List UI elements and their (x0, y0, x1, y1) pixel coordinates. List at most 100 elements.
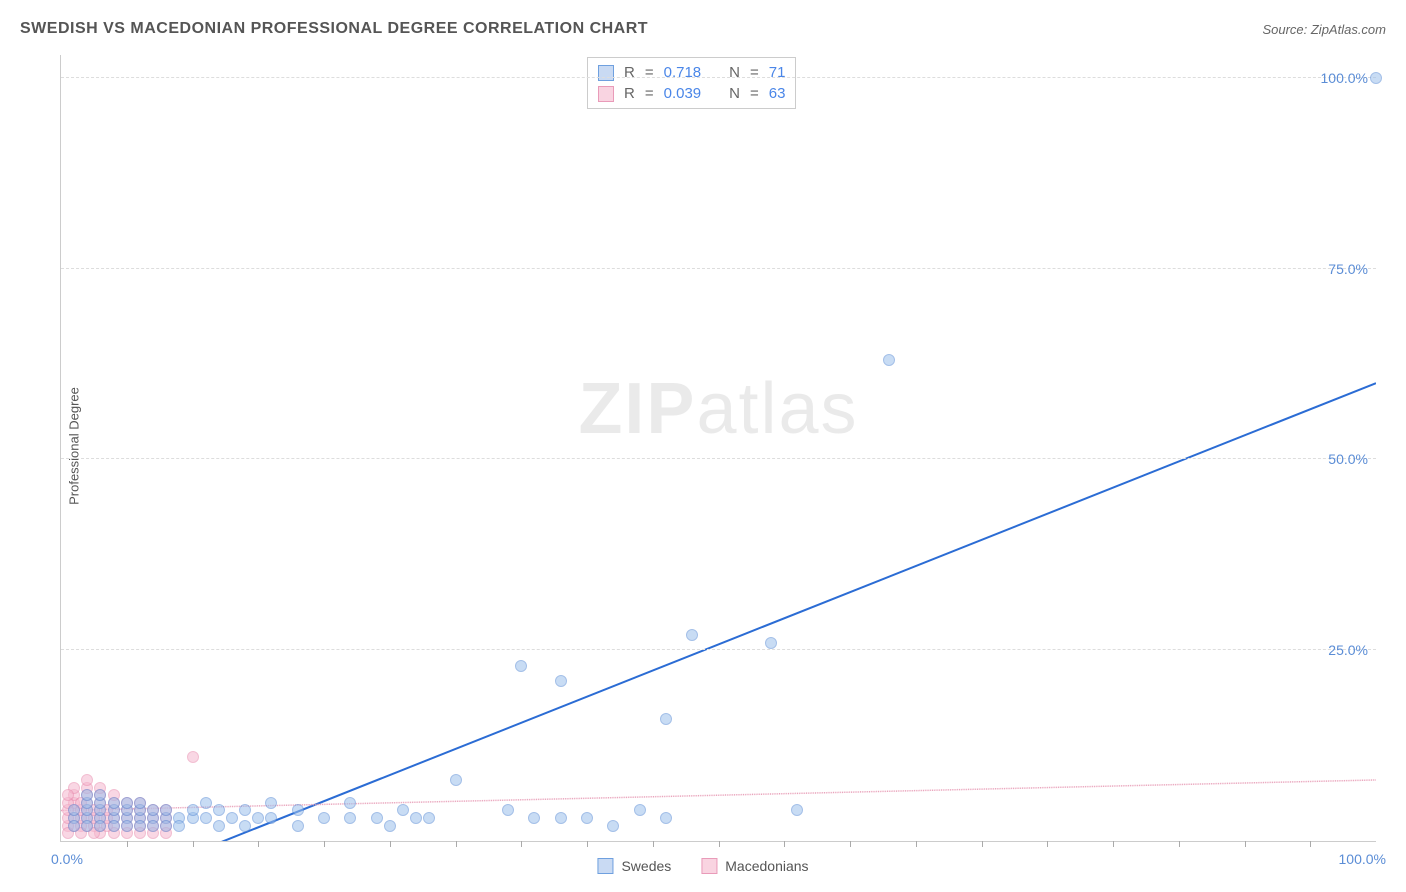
scatter-point (187, 804, 199, 816)
scatter-point (791, 804, 803, 816)
scatter-point (450, 774, 462, 786)
watermark: ZIPatlas (578, 368, 858, 450)
r-value-swedes: 0.718 (664, 64, 702, 81)
x-minor-tick (1047, 841, 1048, 847)
scatter-point (160, 820, 172, 832)
n-label: N (729, 64, 740, 81)
n-value-macedonians: 63 (769, 85, 786, 102)
source-link[interactable]: ZipAtlas.com (1311, 22, 1386, 37)
scatter-point (765, 637, 777, 649)
eq: = (645, 85, 654, 102)
x-tick-label-100: 100.0% (1339, 851, 1386, 867)
stat-row-macedonians: R = 0.039 N = 63 (598, 83, 785, 104)
gridline-h (61, 77, 1376, 78)
scatter-point (200, 797, 212, 809)
chart-title: SWEDISH VS MACEDONIAN PROFESSIONAL DEGRE… (20, 20, 648, 38)
source-attribution: Source: ZipAtlas.com (1262, 22, 1386, 37)
scatter-point (1370, 72, 1382, 84)
scatter-point (292, 820, 304, 832)
scatter-point (252, 812, 264, 824)
y-tick-label: 100.0% (1321, 70, 1368, 86)
y-tick-label: 75.0% (1328, 261, 1368, 277)
legend-label-swedes: Swedes (621, 858, 671, 874)
scatter-point (883, 354, 895, 366)
scatter-point (94, 789, 106, 801)
scatter-point (147, 804, 159, 816)
x-minor-tick (1245, 841, 1246, 847)
r-value-macedonians: 0.039 (664, 85, 702, 102)
x-minor-tick (1179, 841, 1180, 847)
r-label: R (624, 85, 635, 102)
scatter-point (68, 820, 80, 832)
chart-area: ZIPatlas R = 0.718 N = 71 R = 0.039 N (60, 55, 1376, 842)
source-prefix: Source: (1262, 22, 1310, 37)
x-minor-tick (193, 841, 194, 847)
scatter-point (108, 820, 120, 832)
scatter-point (423, 812, 435, 824)
scatter-point (62, 789, 74, 801)
x-minor-tick (850, 841, 851, 847)
legend-label-macedonians: Macedonians (725, 858, 808, 874)
scatter-point (239, 804, 251, 816)
scatter-point (265, 812, 277, 824)
x-minor-tick (1310, 841, 1311, 847)
scatter-point (187, 751, 199, 763)
stat-legend-box: R = 0.718 N = 71 R = 0.039 N = 63 (587, 57, 796, 109)
header: SWEDISH VS MACEDONIAN PROFESSIONAL DEGRE… (20, 20, 1386, 38)
x-minor-tick (719, 841, 720, 847)
scatter-point (81, 774, 93, 786)
scatter-point (555, 675, 567, 687)
gridline-h (61, 649, 1376, 650)
scatter-point (160, 804, 172, 816)
trendline (166, 383, 1376, 841)
x-minor-tick (456, 841, 457, 847)
x-minor-tick (587, 841, 588, 847)
x-minor-tick (521, 841, 522, 847)
trendlines-svg (61, 55, 1376, 841)
scatter-point (94, 820, 106, 832)
trendline (61, 780, 1376, 811)
scatter-point (384, 820, 396, 832)
n-value-swedes: 71 (769, 64, 786, 81)
scatter-point (634, 804, 646, 816)
scatter-point (81, 820, 93, 832)
scatter-point (371, 812, 383, 824)
scatter-point (81, 789, 93, 801)
x-minor-tick (982, 841, 983, 847)
x-minor-tick (127, 841, 128, 847)
scatter-point (555, 812, 567, 824)
scatter-point (108, 797, 120, 809)
scatter-point (344, 797, 356, 809)
scatter-point (147, 820, 159, 832)
scatter-point (410, 812, 422, 824)
scatter-point (134, 820, 146, 832)
r-label: R (624, 64, 635, 81)
n-label: N (729, 85, 740, 102)
eq: = (750, 64, 759, 81)
scatter-point (515, 660, 527, 672)
scatter-point (502, 804, 514, 816)
stat-row-swedes: R = 0.718 N = 71 (598, 62, 785, 83)
scatter-point (292, 804, 304, 816)
scatter-point (121, 797, 133, 809)
legend-item-swedes: Swedes (597, 858, 671, 874)
scatter-point (226, 812, 238, 824)
x-tick-label-0: 0.0% (51, 851, 83, 867)
scatter-point (68, 804, 80, 816)
legend-swatch-macedonians (701, 858, 717, 874)
scatter-point (134, 797, 146, 809)
scatter-point (213, 820, 225, 832)
x-minor-tick (784, 841, 785, 847)
scatter-point (318, 812, 330, 824)
x-minor-tick (1113, 841, 1114, 847)
scatter-point (239, 820, 251, 832)
scatter-point (660, 713, 672, 725)
swatch-macedonians (598, 86, 614, 102)
plot-region: ZIPatlas R = 0.718 N = 71 R = 0.039 N (60, 55, 1376, 842)
scatter-point (660, 812, 672, 824)
bottom-legend: Swedes Macedonians (597, 858, 808, 874)
watermark-rest: atlas (696, 369, 858, 449)
scatter-point (397, 804, 409, 816)
eq: = (645, 64, 654, 81)
x-minor-tick (324, 841, 325, 847)
